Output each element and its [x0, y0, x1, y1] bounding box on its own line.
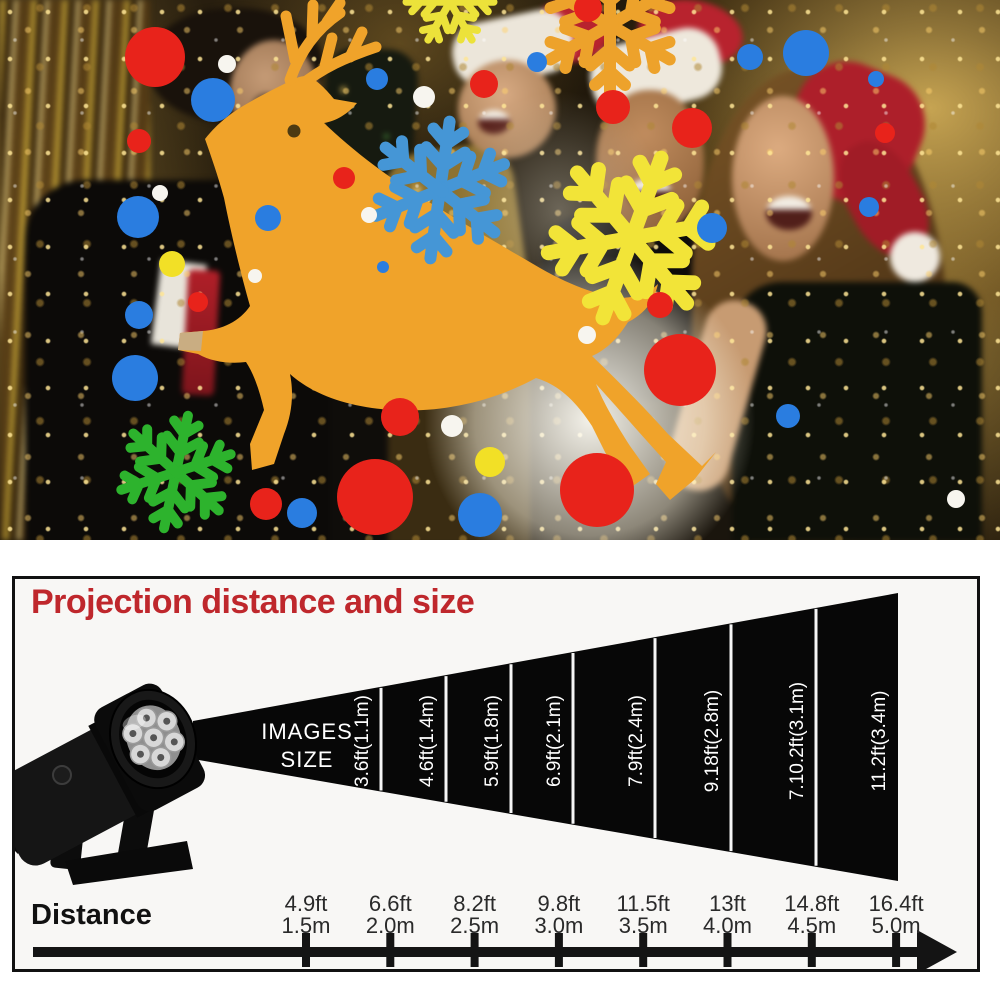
- projection-dot: [475, 447, 505, 477]
- axis-tick: [807, 933, 816, 967]
- yellow-snowflake-small-icon: [390, 0, 510, 62]
- images-size-label: SIZE: [281, 747, 334, 772]
- party-photo: [0, 0, 1000, 540]
- distance-ft-label: 8.2ft: [453, 891, 496, 916]
- projection-dot: [250, 488, 282, 520]
- projection-dot: [117, 196, 159, 238]
- distance-ft-label: 4.9ft: [285, 891, 328, 916]
- projection-dot: [191, 78, 235, 122]
- beam-size-label: 6.9ft(2.1m): [544, 695, 565, 787]
- projection-dot: [218, 55, 236, 73]
- beam-cone-shape: [193, 593, 898, 881]
- distance-m-label: 3.5m: [619, 913, 668, 938]
- distance-m-label: 2.0m: [366, 913, 415, 938]
- projection-dot: [470, 70, 498, 98]
- beam-size-label: 9.18ft(2.8m): [702, 690, 723, 792]
- distance-ft-label: 13ft: [709, 891, 746, 916]
- projection-dot: [737, 44, 763, 70]
- projection-dot: [125, 301, 153, 329]
- axis-tick: [386, 933, 395, 967]
- projector-icon: [15, 683, 206, 885]
- projection-dot: [596, 90, 630, 124]
- projection-dot: [361, 207, 377, 223]
- distance-m-label: 5.0m: [872, 913, 921, 938]
- projection-diagram: 3.6ft(1.1m) 4.6ft(1.4m) 5.9ft(1.8m) 6.9ft(2…: [12, 576, 980, 972]
- projection-dot: [697, 213, 727, 243]
- mount-knob: [52, 765, 72, 785]
- projection-dot: [578, 326, 596, 344]
- projection-dot: [783, 30, 829, 76]
- projection-dot: [337, 459, 413, 535]
- axis-tick: [554, 933, 563, 967]
- distance-ft-label: 14.8ft: [784, 891, 839, 916]
- projection-dot: [112, 355, 158, 401]
- reindeer-hoof: [178, 331, 203, 351]
- orange-snowflake-icon: [540, 0, 679, 94]
- projection-dot: [644, 334, 716, 406]
- projection-dot: [672, 108, 712, 148]
- projection-dot: [333, 167, 355, 189]
- projection-dot: [255, 205, 281, 231]
- beam-size-label: 7.9ft(2.4m): [626, 695, 647, 787]
- projection-dot: [574, 0, 602, 22]
- distance-m-label: 4.0m: [703, 913, 752, 938]
- projector-lens: [108, 688, 198, 790]
- distance-m-label: 4.5m: [787, 913, 836, 938]
- green-snowflake-icon: [107, 404, 244, 540]
- projection-dot: [776, 404, 800, 428]
- axis-tick: [639, 933, 648, 967]
- beam-size-label: 7.10.2ft(3.1m): [787, 682, 808, 800]
- projection-dot: [947, 490, 965, 508]
- projection-dot: [188, 292, 208, 312]
- projection-dot: [152, 185, 168, 201]
- projection-dot: [647, 292, 673, 318]
- distance-ft-label: 9.8ft: [537, 891, 580, 916]
- projection-dot: [560, 453, 634, 527]
- reindeer-eye: [287, 124, 301, 138]
- projection-distance-chart: 3.6ft(1.1m) 4.6ft(1.4m) 5.9ft(1.8m) 6.9ft(2…: [15, 593, 957, 969]
- projection-dot: [859, 197, 879, 217]
- projection-dot: [413, 86, 435, 108]
- beam-size-label: 11.2ft(3.4m): [869, 690, 890, 791]
- projection-dot: [458, 493, 502, 537]
- projection-dots-layer: [112, 0, 965, 537]
- axis-tick: [723, 933, 732, 967]
- distance-axis-title: Distance: [31, 899, 152, 931]
- distance-m-label: 2.5m: [450, 913, 499, 938]
- projection-dot: [441, 415, 463, 437]
- beam-cone: 3.6ft(1.1m) 4.6ft(1.4m) 5.9ft(1.8m) 6.9ft(2…: [193, 593, 898, 881]
- projection-overlay: [0, 0, 965, 540]
- beam-size-label: 4.6ft(1.4m): [417, 695, 438, 787]
- projection-dot: [527, 52, 547, 72]
- distance-m-label: 1.5m: [282, 913, 331, 938]
- diagram-title: Projection distance and size: [31, 583, 475, 621]
- projection-dot: [381, 398, 419, 436]
- axis-arrow-icon: [917, 930, 957, 969]
- images-size-label: IMAGES: [261, 719, 353, 744]
- projection-dot: [875, 123, 895, 143]
- beam-size-label: 3.6ft(1.1m): [352, 695, 373, 787]
- projection-dot: [868, 71, 884, 87]
- beam-size-label: 5.9ft(1.8m): [482, 695, 503, 787]
- projection-dot: [159, 251, 185, 277]
- projection-dot: [125, 27, 185, 87]
- projection-dot: [377, 261, 389, 273]
- distance-ft-label: 11.5ft: [616, 891, 669, 916]
- distance-ft-label: 16.4ft: [869, 891, 924, 916]
- projection-dot: [287, 498, 317, 528]
- axis-tick: [302, 933, 310, 967]
- projection-dot: [248, 269, 262, 283]
- axis-tick: [470, 933, 479, 967]
- distance-m-label: 3.0m: [534, 913, 583, 938]
- projection-dot: [366, 68, 388, 90]
- reindeer-icon: [178, 0, 716, 500]
- axis-tick: [892, 933, 901, 967]
- distance-ft-label: 6.6ft: [369, 891, 412, 916]
- projection-dot: [127, 129, 151, 153]
